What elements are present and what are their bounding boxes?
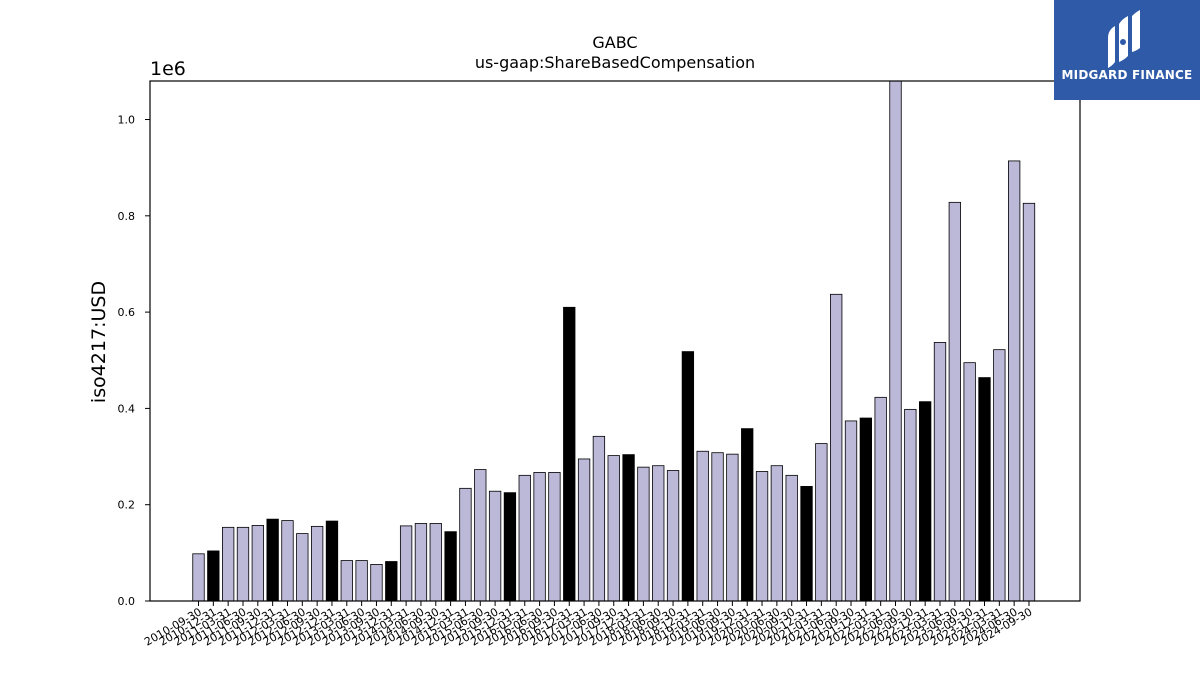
bar-2011-03-31	[222, 526, 235, 602]
bar-2018-03-31	[637, 466, 650, 602]
bar-2017-09-30	[607, 455, 620, 602]
y-axis-offset-label: 1e6	[150, 58, 186, 80]
bar-2022-09-30	[904, 408, 917, 602]
bar-2021-06-30	[830, 293, 843, 602]
bar-2022-06-30	[889, 80, 902, 602]
bar-2016-03-31	[518, 474, 531, 602]
y-tick-label: 0.8	[118, 210, 136, 223]
bar-2019-03-31	[696, 450, 709, 602]
bar-2013-06-30	[355, 560, 368, 602]
bar-2014-06-30	[414, 523, 428, 602]
bar-2018-06-30	[652, 465, 665, 602]
bar-2013-03-31	[340, 560, 353, 602]
bar-2016-09-30	[548, 472, 561, 602]
bar-2012-06-30	[296, 533, 309, 602]
y-axis-ticks: 0.0 0.2 0.4 0.6 0.8 1.0	[118, 114, 150, 608]
bar-2018-09-30	[666, 470, 680, 602]
bar-2019-06-30	[711, 452, 724, 602]
bar-2023-09-30	[963, 362, 976, 602]
bar-2012-12-31	[325, 520, 339, 602]
bar-2012-09-30	[310, 525, 324, 602]
chart-subtitle: us-gaap:ShareBasedCompensation	[475, 53, 755, 72]
bar-2019-09-30	[726, 453, 739, 602]
midgard-logo-icon	[1108, 10, 1140, 68]
bar-2011-06-30	[236, 526, 250, 602]
bar-2022-03-31	[874, 396, 887, 602]
bar-2015-06-30	[474, 469, 487, 602]
bar-2015-09-30	[488, 490, 502, 602]
bar-2014-09-30	[429, 523, 442, 602]
y-tick-label: 0.4	[118, 402, 136, 415]
brand-name: MIDGARD FINANCE	[1061, 68, 1193, 82]
y-axis-label: iso4217:USD	[88, 281, 110, 403]
bar-2011-09-30	[251, 525, 264, 602]
bar-2022-12-31	[919, 401, 932, 602]
bar-2020-03-31	[755, 471, 769, 602]
bar-2014-12-31	[444, 531, 457, 602]
bar-2021-12-31	[859, 417, 872, 602]
bar-2023-06-30	[948, 201, 961, 602]
brand-logo: MIDGARD FINANCE	[1054, 0, 1200, 100]
bar-2023-03-31	[933, 342, 947, 602]
bar-2024-06-30	[1008, 160, 1021, 602]
bar-2015-12-31	[503, 492, 517, 602]
bar-2015-03-31	[459, 487, 472, 602]
bar-2018-12-31	[681, 351, 695, 602]
x-axis-ticks: 2010-09-302010-12-312011-03-312011-06-30…	[142, 601, 1034, 649]
bar-2020-06-30	[770, 465, 784, 602]
chart-title: GABC	[592, 33, 637, 52]
y-tick-label: 0.0	[118, 595, 136, 608]
bar-2017-03-31	[577, 458, 591, 602]
bar-2014-03-31	[399, 525, 413, 602]
y-tick-label: 1.0	[118, 114, 136, 127]
bar-2013-09-30	[370, 564, 383, 602]
bar-2024-09-30	[1022, 202, 1036, 602]
bar-2016-12-31	[563, 306, 576, 602]
bar-2010-12-31	[207, 550, 220, 602]
bar-2016-06-30	[533, 472, 546, 602]
y-tick-label: 0.6	[118, 306, 136, 319]
bar-2021-09-30	[844, 420, 858, 602]
bar-2017-12-31	[622, 454, 635, 602]
bars	[192, 80, 1036, 602]
bar-2023-12-31	[978, 377, 991, 602]
bar-2010-09-30	[192, 553, 205, 602]
bar-2011-12-31	[266, 518, 279, 602]
y-tick-label: 0.2	[118, 499, 136, 512]
bar-2021-03-31	[815, 443, 828, 602]
bar-2020-12-31	[800, 486, 813, 602]
bar-2019-12-31	[741, 428, 754, 602]
plot-frame	[149, 80, 1081, 602]
bar-2017-06-30	[592, 435, 606, 602]
bar-2020-09-30	[785, 474, 798, 602]
bar-2024-03-31	[993, 349, 1006, 602]
bar-2013-12-31	[385, 561, 398, 602]
bar-2012-03-31	[281, 520, 294, 602]
